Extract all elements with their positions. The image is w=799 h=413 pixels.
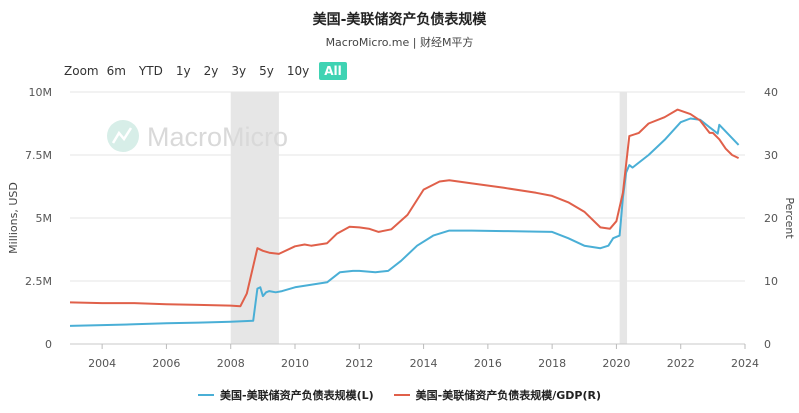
y-left-tick-label: 2.5M <box>25 275 52 288</box>
legend-item-balance-sheet-gdp[interactable]: 美国-美联储资产负债表规模/GDP(R) <box>393 387 601 403</box>
zoom-10y-button[interactable]: 10y <box>286 64 310 78</box>
x-tick-label: 2012 <box>345 357 373 370</box>
x-tick-label: 2006 <box>152 357 180 370</box>
watermark-logo-mark <box>111 127 133 144</box>
zoom-5y-button[interactable]: 5y <box>259 64 274 78</box>
y-left-tick-label: 7.5M <box>25 149 52 162</box>
x-axis: 2004 2006 2008 2010 2012 2014 2016 2018 2020 2022… <box>88 344 759 370</box>
legend-label: 美国-美联储资产负债表规模/GDP(R) <box>415 389 601 402</box>
chart-subtitle: MacroMicro.me | 财经M平方 <box>325 36 474 49</box>
series-line-balance-sheet-gdp[interactable] <box>69 108 740 308</box>
x-tick-label: 2022 <box>667 357 695 370</box>
x-tick-label: 2010 <box>281 357 309 370</box>
x-tick-label: 2016 <box>474 357 502 370</box>
zoom-bar: Zoom 6m YTD 1y 2y 3y 5y 10y All <box>64 61 354 81</box>
y-left-tick-label: 5M <box>36 212 53 225</box>
y-right-tick-label: 10 <box>764 275 778 288</box>
y-right-tick-label: 0 <box>764 338 771 351</box>
legend-item-balance-sheet[interactable]: 美国-美联储资产负债表规模(L) <box>198 387 374 403</box>
watermark-text: MacroMicro <box>147 122 288 152</box>
y-axis-left-title: Millions, USD <box>7 182 20 254</box>
y-axis-right-title: Percent <box>783 197 796 239</box>
x-tick-label: 2020 <box>602 357 630 370</box>
zoom-ytd-button[interactable]: YTD <box>138 64 163 78</box>
y-right-tick-label: 40 <box>764 86 778 99</box>
series-lines <box>69 108 740 327</box>
y-left-tick-label: 10M <box>29 86 53 99</box>
series-line-balance-sheet[interactable] <box>69 117 740 327</box>
x-tick-label: 2014 <box>410 357 438 370</box>
zoom-6m-button[interactable]: 6m <box>106 64 126 78</box>
y-axis-right: 0 10 20 30 40 <box>764 86 778 351</box>
zoom-3y-button[interactable]: 3y <box>231 64 247 78</box>
x-tick-label: 2018 <box>538 357 566 370</box>
x-tick-label: 2004 <box>88 357 116 370</box>
watermark: MacroMicro <box>107 120 288 152</box>
zoom-2y-button[interactable]: 2y <box>203 64 219 78</box>
zoom-1y-button[interactable]: 1y <box>175 64 191 78</box>
zoom-all-button[interactable]: All <box>319 62 347 80</box>
x-tick-label: 2024 <box>731 357 759 370</box>
legend-swatch-blue <box>198 394 214 396</box>
legend-swatch-red <box>393 394 410 396</box>
grid-lines <box>70 91 745 345</box>
legend-label: 美国-美联储资产负债表规模(L) <box>220 389 374 402</box>
chart-title: 美国-美联储资产负债表规模 <box>312 12 487 28</box>
y-left-tick-label: 0 <box>45 338 52 351</box>
y-right-tick-label: 20 <box>764 212 778 225</box>
zoom-label: Zoom <box>64 64 99 78</box>
x-tick-label: 2008 <box>217 357 245 370</box>
y-axis-left: 0 2.5M 5M 7.5M 10M <box>25 86 52 351</box>
legend: 美国-美联储资产负债表规模(L) 美国-美联储资产负债表规模/GDP(R) <box>0 387 799 403</box>
y-right-tick-label: 30 <box>764 149 778 162</box>
